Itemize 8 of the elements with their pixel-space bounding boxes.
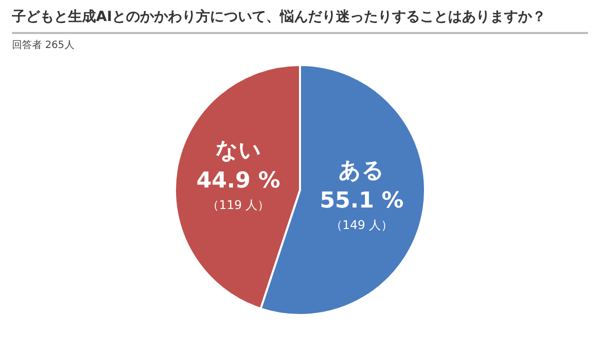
text: （119 人） [206,198,270,212]
data-label: 44.9 % [196,168,280,194]
slice-label: ない [215,138,262,164]
chart-title: 子どもと生成AIとのかかわり方について、悩んだり迷ったりすることはありますか？ [12,0,588,34]
text: （149 人） [330,218,394,232]
data-label: 55.1 % [320,188,404,214]
text: 回答者 265人 [12,38,76,52]
slice-label: ある [338,158,385,184]
